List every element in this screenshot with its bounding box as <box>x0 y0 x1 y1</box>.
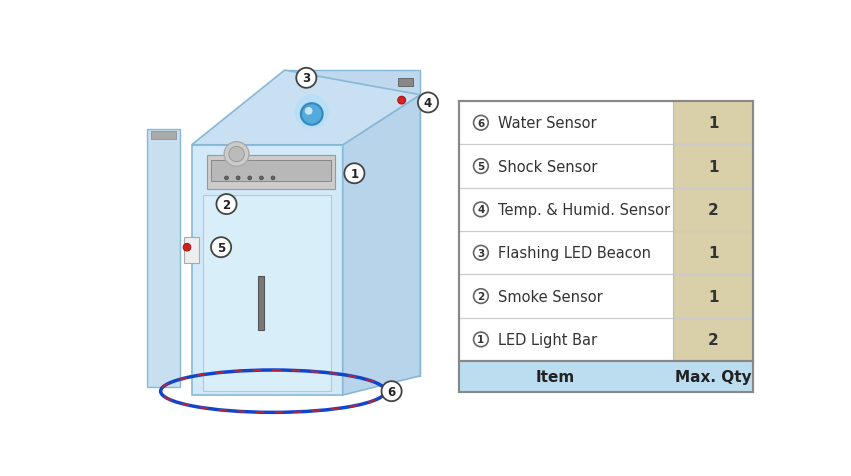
Circle shape <box>301 104 323 126</box>
Polygon shape <box>343 96 420 395</box>
FancyBboxPatch shape <box>673 102 752 361</box>
Circle shape <box>418 93 438 113</box>
Text: 5: 5 <box>217 241 226 254</box>
Circle shape <box>216 195 237 215</box>
Text: Smoke Sensor: Smoke Sensor <box>498 289 603 304</box>
Polygon shape <box>284 71 420 376</box>
Circle shape <box>381 381 402 401</box>
Text: 1: 1 <box>708 289 718 304</box>
Text: Max. Qty: Max. Qty <box>675 369 751 385</box>
Polygon shape <box>146 130 180 387</box>
FancyBboxPatch shape <box>460 102 752 393</box>
Circle shape <box>305 108 312 116</box>
Text: Flashing LED Beacon: Flashing LED Beacon <box>498 246 651 261</box>
Text: 6: 6 <box>387 385 396 398</box>
Text: Item: Item <box>536 369 575 385</box>
Circle shape <box>260 177 263 180</box>
Circle shape <box>294 96 328 129</box>
Circle shape <box>397 97 406 105</box>
Text: 6: 6 <box>477 119 484 129</box>
Text: 1: 1 <box>477 335 484 345</box>
Text: 2: 2 <box>708 332 718 347</box>
Circle shape <box>248 177 252 180</box>
Circle shape <box>225 177 228 180</box>
Text: 1: 1 <box>708 246 718 261</box>
Circle shape <box>473 289 488 304</box>
Polygon shape <box>207 156 335 189</box>
Text: 5: 5 <box>477 162 484 172</box>
Polygon shape <box>258 276 265 330</box>
Circle shape <box>473 246 488 260</box>
Text: 2: 2 <box>708 202 718 218</box>
Text: Temp. & Humid. Sensor: Temp. & Humid. Sensor <box>498 202 670 218</box>
Text: 1: 1 <box>708 116 718 131</box>
Circle shape <box>473 116 488 131</box>
Circle shape <box>237 177 240 180</box>
Polygon shape <box>203 196 331 391</box>
Circle shape <box>211 238 231 258</box>
FancyBboxPatch shape <box>460 361 752 393</box>
Polygon shape <box>191 146 343 395</box>
Circle shape <box>296 69 317 89</box>
Text: Water Sensor: Water Sensor <box>498 116 597 131</box>
Polygon shape <box>397 79 414 86</box>
Circle shape <box>271 177 275 180</box>
Text: LED Light Bar: LED Light Bar <box>498 332 597 347</box>
Circle shape <box>183 244 191 251</box>
Polygon shape <box>184 238 199 263</box>
Polygon shape <box>151 132 176 140</box>
Circle shape <box>229 147 244 162</box>
Text: 2: 2 <box>477 291 484 301</box>
Text: 3: 3 <box>477 248 484 258</box>
Circle shape <box>473 159 488 174</box>
Circle shape <box>345 164 364 184</box>
Polygon shape <box>191 71 420 146</box>
Text: Shock Sensor: Shock Sensor <box>498 159 597 174</box>
Text: 4: 4 <box>477 205 484 215</box>
Text: 3: 3 <box>302 72 311 85</box>
Text: 1: 1 <box>351 168 358 180</box>
Circle shape <box>224 142 249 167</box>
Circle shape <box>473 203 488 217</box>
Text: 4: 4 <box>424 97 432 109</box>
Text: 2: 2 <box>222 198 231 211</box>
Circle shape <box>473 332 488 347</box>
Polygon shape <box>211 161 331 182</box>
Text: 1: 1 <box>708 159 718 174</box>
